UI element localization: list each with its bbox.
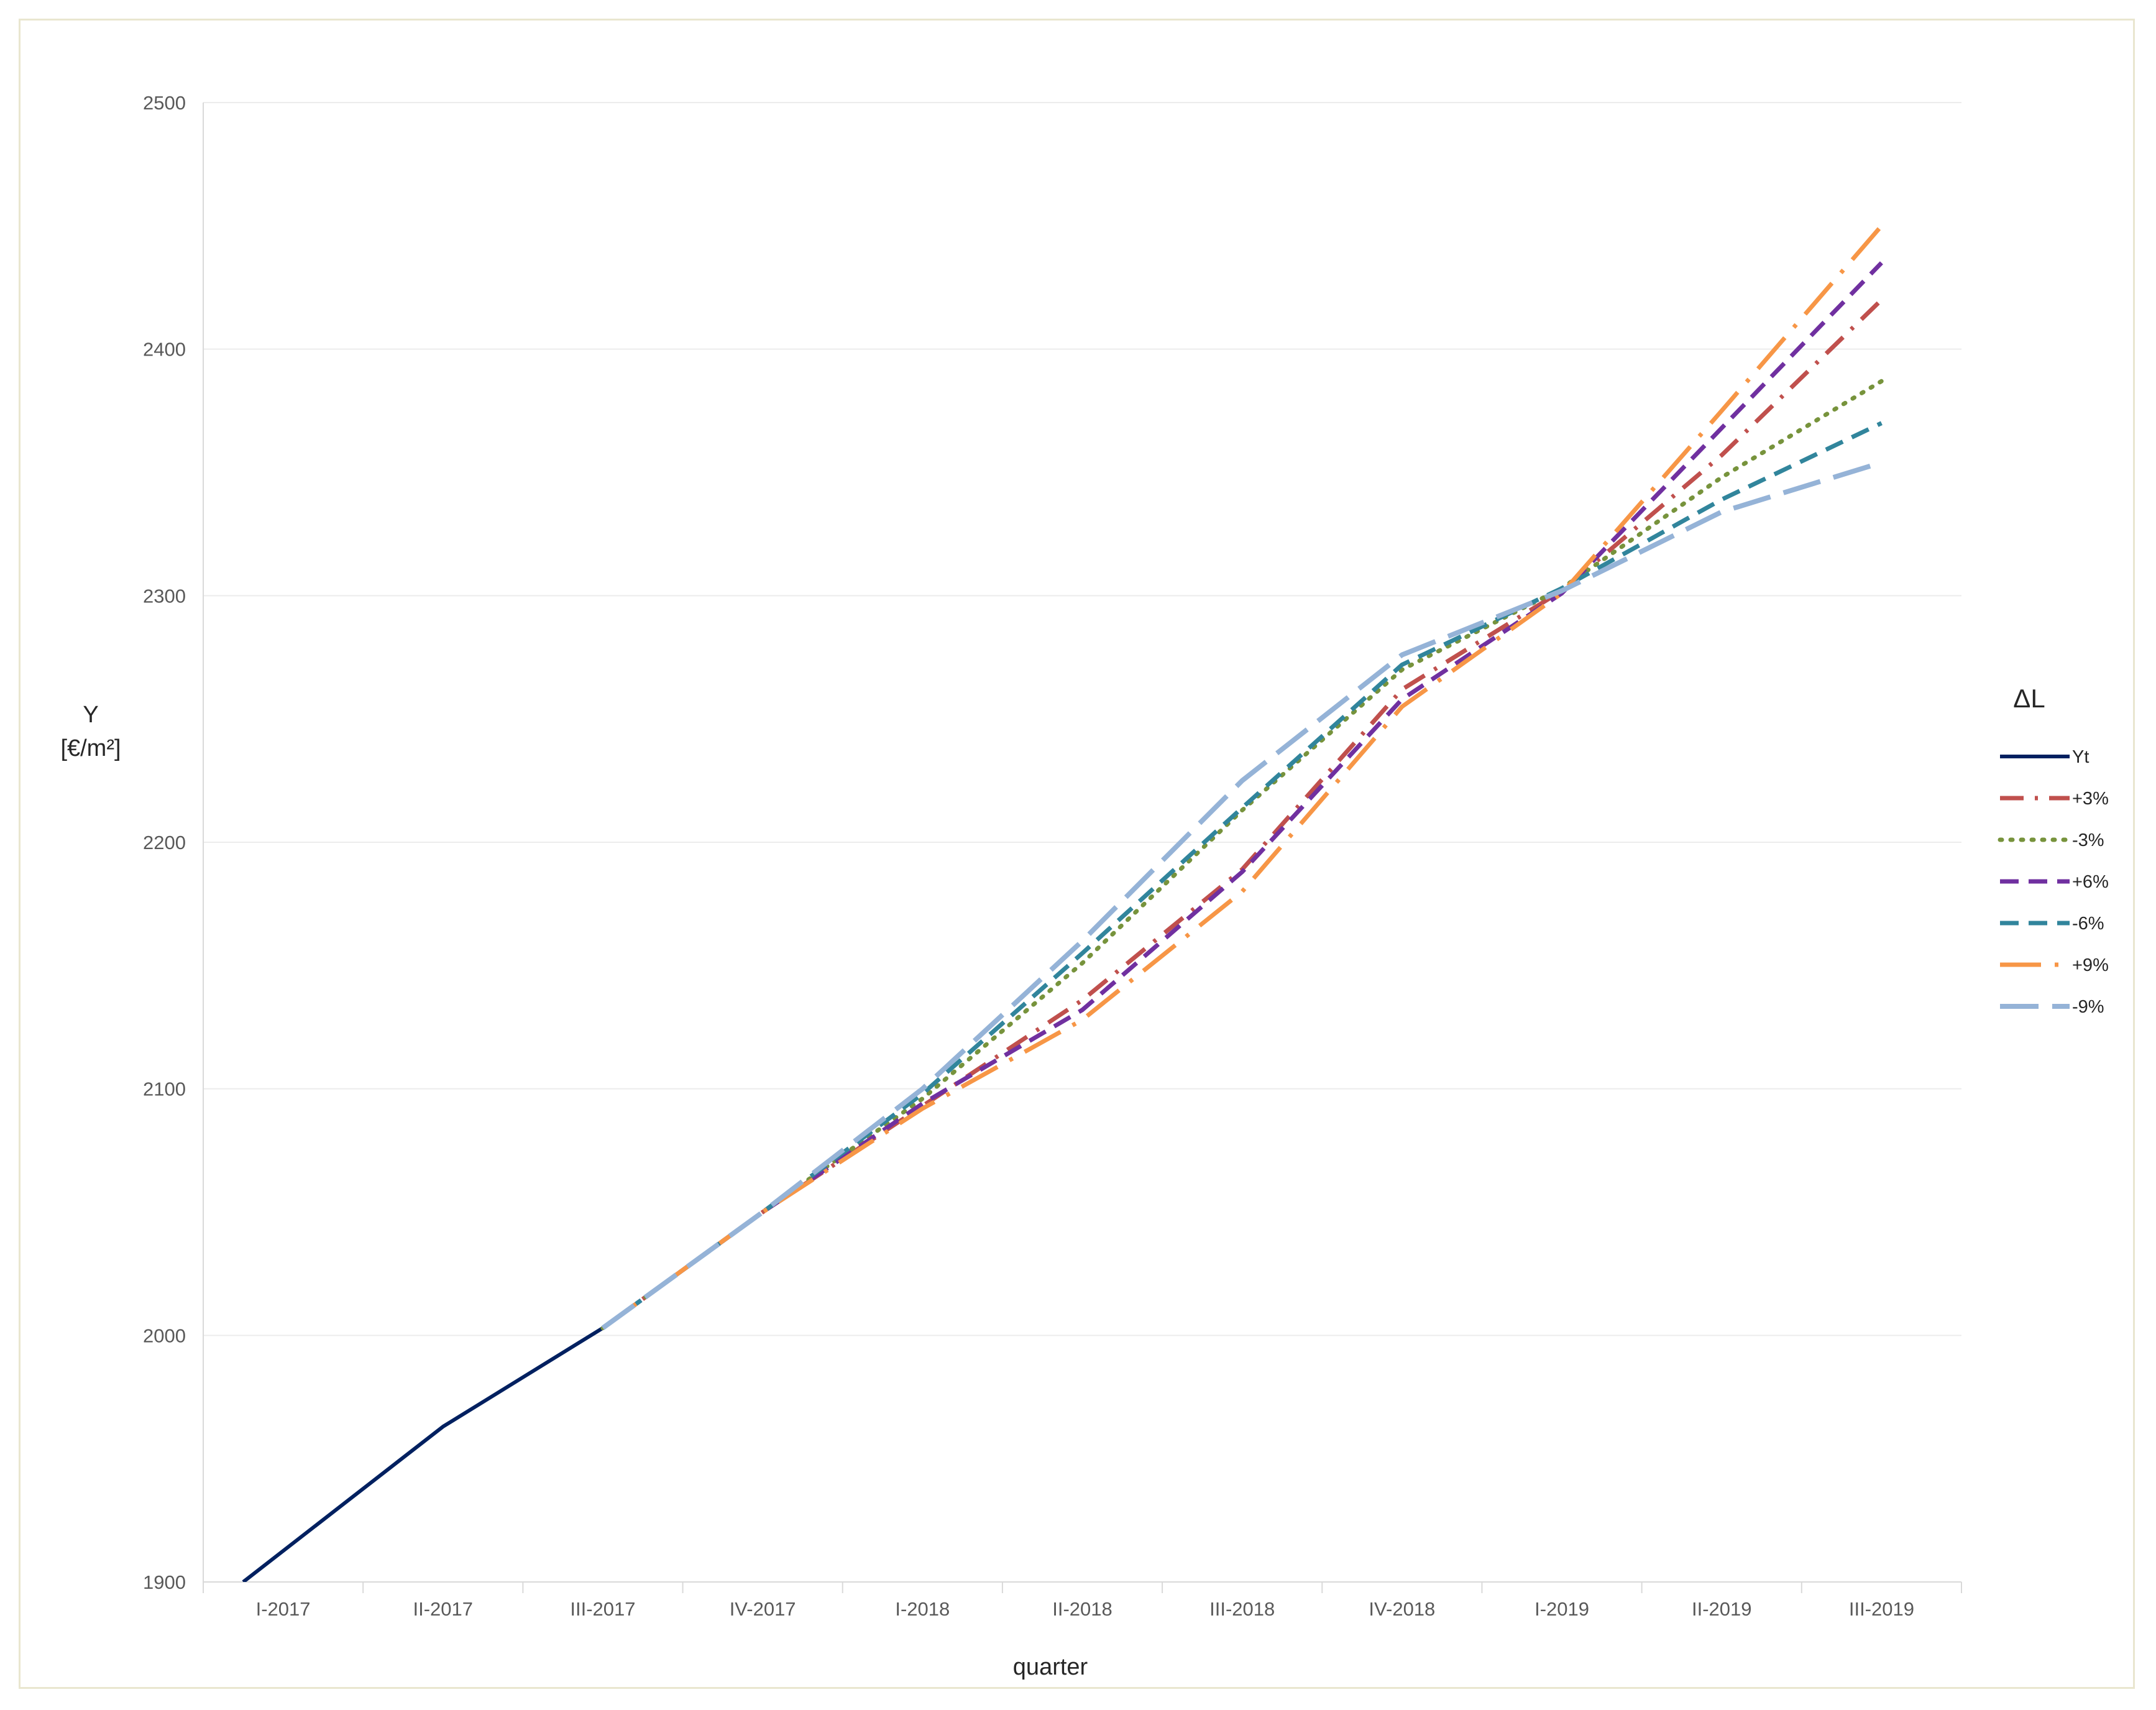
y-tick-label: 1900 [143,1571,186,1593]
legend-label: -9% [2072,997,2104,1017]
legend-title: ΔL [2013,684,2045,713]
x-tick-label: IV-2017 [730,1598,796,1620]
grid-lines [203,102,1961,1336]
x-tick-label: III-2019 [1849,1598,1914,1620]
x-tick-label: II-2019 [1692,1598,1752,1620]
y-tick-label: 2200 [143,832,186,853]
y-tick-label: 2100 [143,1078,186,1100]
y-axis-title-line2: [€/m²] [60,735,121,761]
legend-label: Yt [2072,747,2089,767]
series-line-plus6pct [601,261,1883,1330]
series-line-plus3pct [601,298,1883,1330]
x-tick-label: III-2018 [1209,1598,1275,1620]
y-axis-title-line1: Y [83,702,98,728]
axes [203,103,1962,1593]
x-tick-label: III-2017 [570,1598,635,1620]
x-tick-label: I-2019 [1534,1598,1589,1620]
x-tick-label: IV-2018 [1369,1598,1435,1620]
legend: ΔL Yt +3% -3% +6% -6% +9% -9% [1998,684,2109,1017]
x-tick-label: II-2018 [1052,1598,1112,1620]
x-tick-label: I-2017 [256,1598,311,1620]
y-tick-label: 2300 [143,585,186,607]
y-tick-label: 2400 [143,339,186,361]
series-line-yt [242,1326,604,1582]
legend-label: +6% [2072,872,2109,892]
x-tick-label: I-2018 [895,1598,950,1620]
series-lines [242,224,1884,1582]
x-tick-label: II-2017 [413,1598,474,1620]
legend-label: +3% [2072,789,2109,809]
series-line-minus9pct [601,460,1883,1330]
y-tick-label: 2000 [143,1325,186,1346]
series-line-plus9pct [601,224,1884,1330]
y-tick-label: 2500 [143,92,186,114]
x-axis-title: quarter [1013,1654,1088,1680]
legend-label: +9% [2072,955,2109,975]
x-tick-labels: I-2017 II-2017 III-2017 IV-2017 I-2018 II-201… [256,1598,1914,1620]
y-tick-labels: 1900 2000 2100 2200 2300 2400 2500 [143,92,186,1593]
chart-frame [19,19,2135,1689]
legend-label: -3% [2072,830,2104,850]
legend-label: -6% [2072,914,2104,934]
